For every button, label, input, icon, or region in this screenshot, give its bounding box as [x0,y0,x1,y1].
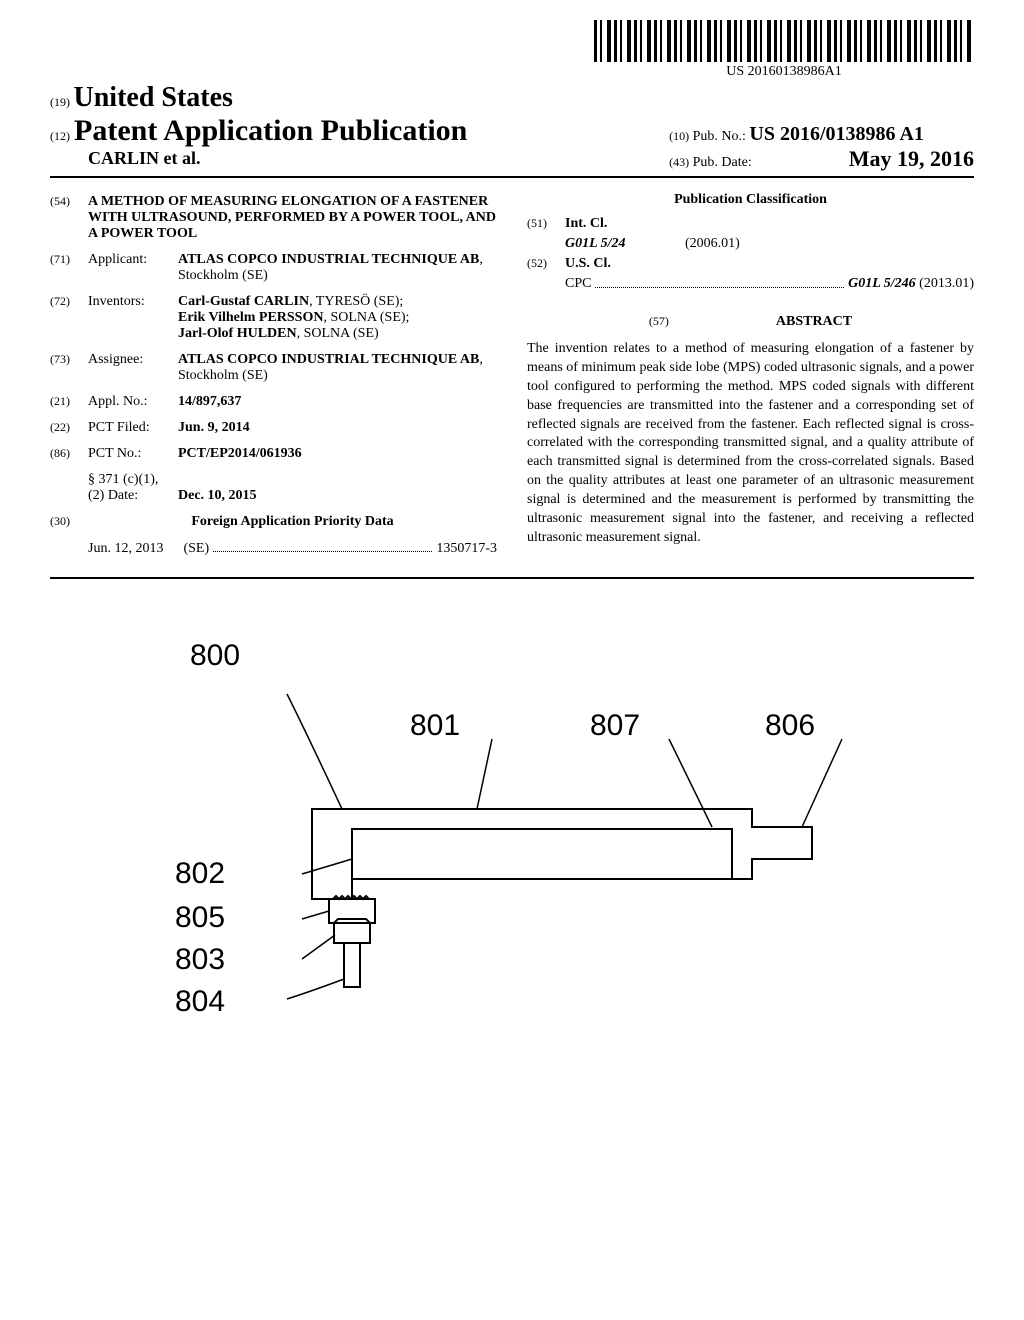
classification-heading: Publication Classification [527,192,974,208]
cpc-label: CPC [565,276,591,292]
cpc-row: CPC G01L 5/246 (2013.01) [527,276,974,292]
priority-date: Jun. 12, 2013 [88,541,163,557]
priority-country: (SE) [183,541,209,557]
inventors-row: (72) Inventors: Carl-Gustaf CARLIN, TYRE… [50,294,497,342]
doc-type: Patent Application Publication [74,114,467,147]
figure-ref-806: 806 [765,709,815,743]
intcl-code-row: G01L 5/24 (2006.01) [527,236,974,252]
barcode-number: US 20160138986A1 [726,64,842,80]
country-prefix: (19) [50,95,70,109]
applicant-row: (71) Applicant: ATLAS COPCO INDUSTRIAL T… [50,252,497,284]
field-num: (72) [50,294,88,309]
doctype-prefix: (12) [50,129,70,143]
field-num: (21) [50,394,88,409]
field-label: Appl. No.: [88,394,178,410]
figure-ref-803: 803 [175,943,225,977]
intcl-label: Int. Cl. [565,216,625,232]
barcode-icon [594,20,974,62]
s371-block: § 371 (c)(1), (2) Date: Dec. 10, 2015 [50,472,497,504]
inventor-loc: , SOLNA (SE); [323,310,409,325]
assignee-name: ATLAS COPCO INDUSTRIAL TECHNIQUE AB [178,352,479,367]
inventor-name: Jarl-Olof HULDEN [178,326,297,341]
dot-fill-icon [595,276,844,288]
field-num: (52) [527,256,565,272]
pubdate-label: Pub. Date: [693,155,752,170]
pctno-value: PCT/EP2014/061936 [178,446,302,461]
s371-date: Dec. 10, 2015 [178,488,257,503]
field-num: (86) [50,446,88,461]
priority-heading: Foreign Application Priority Data [191,514,393,529]
pctfiled-value: Jun. 9, 2014 [178,420,250,435]
intcl-ver: (2006.01) [685,236,740,252]
field-num: (30) [50,514,88,529]
left-column: (54) A METHOD OF MEASURING ELONGATION OF… [50,184,497,557]
inventor-loc: , SOLNA (SE) [297,326,379,341]
field-num: (73) [50,352,88,367]
inventor-name: Carl-Gustaf CARLIN [178,294,309,309]
title-right: (10) Pub. No.: US 2016/0138986 A1 (43) P… [669,123,974,172]
assignee-value: ATLAS COPCO INDUSTRIAL TECHNIQUE AB, Sto… [178,352,497,384]
uscl-row: (52) U.S. Cl. [527,256,974,272]
figure-ref-804: 804 [175,985,225,1019]
figure-ref-807: 807 [590,709,640,743]
patent-figure-icon [112,599,912,1119]
field-label: Assignee: [88,352,178,368]
field-num: (22) [50,420,88,435]
pctfiled-row: (22) PCT Filed: Jun. 9, 2014 [50,420,497,436]
country-row: (19) United States [50,82,974,114]
priority-appno: 1350717-3 [436,541,497,557]
priority-data-row: Jun. 12, 2013 (SE) 1350717-3 [50,540,497,557]
title-row: (12) Patent Application Publication CARL… [50,114,974,178]
field-num: (71) [50,252,88,267]
pubdate: May 19, 2016 [849,146,974,171]
cpc-ver: (2013.01) [919,276,974,291]
invention-title: A METHOD OF MEASURING ELONGATION OF A FA… [88,194,497,242]
inventor-loc: , TYRESÖ (SE); [309,294,403,309]
field-label: PCT No.: [88,446,178,462]
inventors-list: Carl-Gustaf CARLIN, TYRESÖ (SE); Erik Vi… [178,294,497,342]
abstract-num: (57) [649,314,669,328]
pubno-label: Pub. No.: [693,129,746,144]
field-num: (54) [50,194,88,209]
applno-row: (21) Appl. No.: 14/897,637 [50,394,497,410]
field-label: Inventors: [88,294,178,310]
field-num: (51) [527,216,565,232]
inventor-name: Erik Vilhelm PERSSON [178,310,323,325]
pctno-row: (86) PCT No.: PCT/EP2014/061936 [50,446,497,462]
header-barcode-row: US 20160138986A1 [50,20,974,80]
figure-ref-805: 805 [175,901,225,935]
intcl-code: G01L 5/24 [565,236,626,251]
applicant-name: ATLAS COPCO INDUSTRIAL TECHNIQUE AB [178,252,479,267]
figure-ref-802: 802 [175,857,225,891]
figure-ref-801: 801 [410,709,460,743]
figure-ref-800: 800 [190,639,240,673]
pubdate-prefix: (43) [669,155,689,169]
abstract-text: The invention relates to a method of mea… [527,340,974,548]
intcl-row: (51) Int. Cl. [527,216,974,232]
biblio-columns: (54) A METHOD OF MEASURING ELONGATION OF… [50,184,974,579]
field-label: Applicant: [88,252,178,268]
invention-title-row: (54) A METHOD OF MEASURING ELONGATION OF… [50,194,497,242]
field-label: PCT Filed: [88,420,178,436]
s371-date-label: (2) Date: [88,488,178,504]
applno-value: 14/897,637 [178,394,241,409]
applicant-value: ATLAS COPCO INDUSTRIAL TECHNIQUE AB, Sto… [178,252,497,284]
authors-line: CARLIN et al. [50,148,467,169]
title-left: (12) Patent Application Publication CARL… [50,114,467,169]
pubno: US 2016/0138986 A1 [749,123,923,145]
right-column: Publication Classification (51) Int. Cl.… [527,184,974,557]
cpc-code: G01L 5/246 [848,276,916,291]
assignee-row: (73) Assignee: ATLAS COPCO INDUSTRIAL TE… [50,352,497,384]
dot-fill-icon [213,540,432,552]
abstract-heading: ABSTRACT [776,314,852,329]
country-name: United States [74,82,233,113]
barcode-block: US 20160138986A1 [594,20,974,80]
s371-label: § 371 (c)(1), [88,472,497,488]
uscl-label: U.S. Cl. [565,256,625,272]
pubno-prefix: (10) [669,129,689,143]
figure-area: 800 801 807 806 802 805 803 804 [50,599,974,1129]
priority-heading-row: (30) Foreign Application Priority Data [50,514,497,530]
